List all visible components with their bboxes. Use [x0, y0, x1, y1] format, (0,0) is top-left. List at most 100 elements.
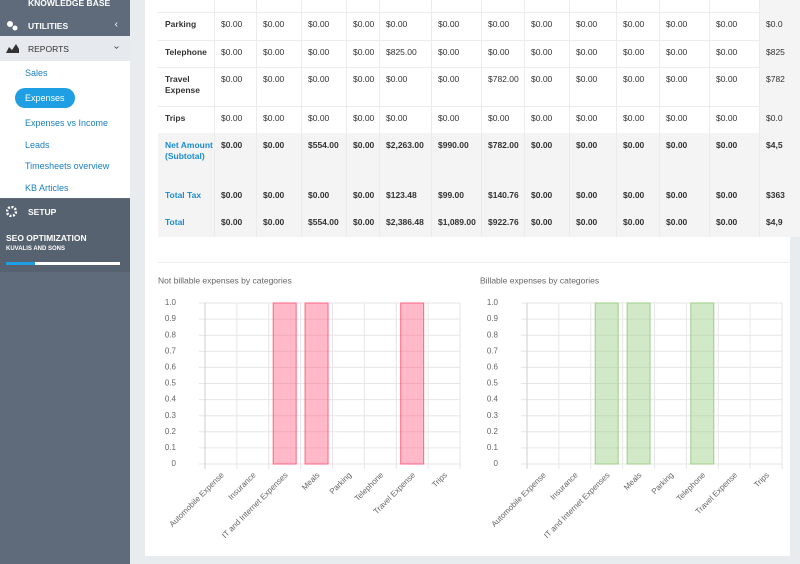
cell: $0.00 [256, 40, 301, 67]
x-tick-label: Insurance [549, 470, 581, 502]
x-tick-label: Meals [300, 471, 321, 492]
cell: $0.0 [759, 12, 800, 40]
y-tick-label: 0.2 [487, 427, 499, 436]
cell: $0.00 [659, 67, 709, 106]
cell: $2,386.48 [379, 210, 431, 237]
cell: $0.00 [379, 0, 431, 12]
row-label: Telephone [165, 47, 207, 57]
project-client: KUVALIS AND SONS [6, 246, 66, 252]
x-tick-label: Telephone [353, 470, 386, 503]
progress-bar [6, 262, 35, 265]
y-tick-label: 0.2 [165, 427, 177, 436]
icon [6, 206, 17, 217]
cell: $99.00 [431, 183, 481, 210]
sidebar: KNOWLEDGE BASE UTILITIES ‹ REPORTS ‹ Sales… [0, 0, 130, 564]
x-tick-label: Automobile Expense [168, 470, 227, 529]
cell: $0.00 [616, 133, 659, 183]
project-title: SEO OPTIMIZATION [6, 233, 87, 243]
submenu: Sales Expenses Expenses vs Income Leads … [0, 61, 130, 198]
cell: $0.00 [524, 0, 569, 12]
row-label: Trips [165, 113, 186, 123]
cell: $0.00 [524, 106, 569, 133]
cell: $0.00 [524, 67, 569, 106]
row-label: Total [165, 217, 185, 227]
cell: $0.00 [524, 183, 569, 210]
row-label: Meals [158, 0, 214, 12]
cell: $0.00 [346, 133, 379, 183]
cell: $123.48 [379, 183, 431, 210]
y-tick-label: 0.1 [487, 443, 499, 452]
submenu-link[interactable]: Leads [25, 140, 50, 150]
submenu-link[interactable]: Timesheets overview [25, 161, 110, 171]
y-tick-label: 0.6 [487, 363, 499, 372]
cell: $0.00 [616, 12, 659, 40]
y-tick-label: 0.5 [487, 379, 499, 388]
cell: $0.00 [659, 106, 709, 133]
table-row: Meals$0.00$0.00$554.00$0.00$0.00$0.00$0.… [158, 0, 800, 13]
cell: $0.00 [379, 12, 431, 40]
cell: $0.00 [256, 210, 301, 237]
menu-item[interactable]: SETUP [0, 199, 130, 224]
cell: $0.00 [301, 12, 346, 40]
y-tick-label: 0.7 [165, 346, 177, 355]
cell: $0.00 [214, 12, 256, 40]
x-tick-label: Trips [752, 471, 771, 490]
submenu-link[interactable]: Expenses vs Income [25, 118, 109, 128]
cell: $554.00 [301, 210, 346, 237]
submenu-link[interactable]: Sales [25, 68, 48, 78]
cell: $0.00 [524, 12, 569, 40]
menu-item[interactable]: KNOWLEDGE BASE [0, 0, 130, 15]
y-tick-label: 0.1 [165, 443, 177, 452]
cell: $0.00 [214, 106, 256, 133]
cell: $0.00 [379, 106, 431, 133]
cell: $0.00 [709, 0, 759, 12]
menu-item[interactable]: REPORTS ‹ [0, 36, 130, 61]
cell: $0.00 [709, 12, 759, 40]
cell: $825 [759, 40, 800, 67]
cell: $0.00 [214, 210, 256, 237]
cell: $140.76 [481, 183, 524, 210]
y-tick-label: 0.7 [487, 346, 499, 355]
cell: $0.00 [431, 40, 481, 67]
menu-item[interactable]: UTILITIES ‹ [0, 13, 130, 38]
cell: $0.00 [709, 210, 759, 237]
cell: $782 [759, 67, 800, 106]
cell: $0.00 [616, 40, 659, 67]
y-tick-label: 1.0 [165, 298, 177, 307]
panel [145, 0, 790, 556]
cell: $0.00 [569, 40, 616, 67]
cell: $0.00 [569, 67, 616, 106]
cell: $0.00 [256, 183, 301, 210]
cell: $0.00 [301, 183, 346, 210]
project-widget[interactable]: SEO OPTIMIZATION KUVALIS AND SONS [0, 224, 130, 272]
bar [690, 302, 715, 465]
cell: $0.00 [569, 0, 616, 12]
icon [7, 21, 18, 31]
y-tick-label: 0.9 [165, 314, 177, 323]
cell: $0.00 [569, 133, 616, 183]
cell: $0.00 [256, 133, 301, 183]
table-row: Total $0.00 $0.00 $554.00 $0.00 $2,386.48 $1,0… [158, 210, 800, 237]
y-tick-label: 0 [494, 459, 499, 468]
chart-title: Not billable expenses by categories [158, 275, 292, 285]
cell: $0.00 [616, 183, 659, 210]
submenu-link[interactable]: KB Articles [25, 183, 69, 193]
cell: $0.00 [709, 183, 759, 210]
cell: $0.00 [481, 40, 524, 67]
y-tick-label: 0.8 [487, 330, 499, 339]
cell: $0.00 [301, 40, 346, 67]
cell: $2,263.00 [379, 133, 431, 183]
cell: $0.00 [569, 210, 616, 237]
x-tick-label: Parking [650, 471, 676, 497]
cell: $0.00 [524, 210, 569, 237]
cell: $0.00 [431, 0, 481, 12]
y-tick-label: 0.3 [165, 411, 177, 420]
cell: $4,9 [759, 210, 800, 237]
y-tick-label: 0 [172, 459, 177, 468]
table-row: Parking $0.00 $0.00 $0.00 $0.00 $0.00 $0.00 $0.… [158, 12, 800, 41]
cell: $0.00 [346, 183, 379, 210]
submenu-link-active[interactable]: Expenses [15, 88, 75, 108]
cell: $782.00 [481, 67, 524, 106]
